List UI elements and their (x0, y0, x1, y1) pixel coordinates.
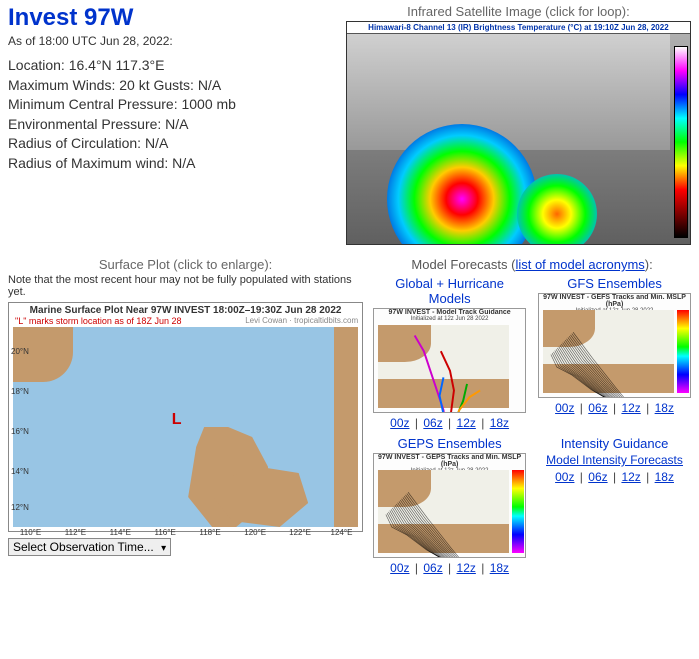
run-link-18z[interactable]: 18z (490, 561, 509, 575)
chevron-down-icon: ▾ (161, 543, 166, 554)
surface-plot-title: Marine Surface Plot Near 97W INVEST 18:0… (9, 303, 362, 316)
surface-label: Surface Plot (click to enlarge): (8, 257, 363, 272)
satellite-canvas (347, 34, 690, 244)
run-link-00z[interactable]: 00z (390, 561, 409, 575)
observation-time-select[interactable]: Select Observation Time... ▾ (8, 538, 171, 556)
thumb-colorbar (512, 470, 524, 553)
satellite-label: Infrared Satellite Image (click for loop… (346, 4, 691, 19)
info-env-pressure: Environmental Pressure: N/A (8, 115, 336, 135)
model-runs: 00z | 06z | 12z | 18z (538, 470, 691, 484)
run-link-06z[interactable]: 06z (423, 416, 442, 430)
model-runs: 00z | 06z | 12z | 18z (538, 401, 691, 415)
run-link-12z[interactable]: 12z (457, 561, 476, 575)
model-thumb[interactable]: 97W INVEST - GEFS Tracks and Min. MSLP (… (538, 293, 691, 398)
satellite-image[interactable]: Himawari-8 Channel 13 (IR) Brightness Te… (346, 21, 691, 245)
intensity-block: Intensity Guidance Model Intensity Foreca… (538, 436, 691, 575)
satellite-colorbar (674, 46, 688, 238)
run-link-12z[interactable]: 12z (457, 416, 476, 430)
model-title: Global + Hurricane Models (373, 276, 526, 306)
satellite-strip-title: Himawari-8 Channel 13 (IR) Brightness Te… (347, 22, 690, 34)
run-link-06z[interactable]: 06z (423, 561, 442, 575)
run-link-12z[interactable]: 12z (621, 401, 640, 415)
model-block-0: Global + Hurricane Models97W INVEST - Mo… (373, 276, 526, 430)
run-link-00z[interactable]: 00z (390, 416, 409, 430)
run-link-06z[interactable]: 06z (588, 470, 607, 484)
info-roc: Radius of Circulation: N/A (8, 134, 336, 154)
info-winds: Maximum Winds: 20 kt Gusts: N/A (8, 76, 336, 96)
model-thumb[interactable]: 97W INVEST - GEPS Tracks and Min. MSLP (… (373, 453, 526, 558)
model-thumb[interactable]: 97W INVEST - Model Track GuidanceInitial… (373, 308, 526, 413)
info-location: Location: 16.4°N 117.3°E (8, 56, 336, 76)
info-pressure: Minimum Central Pressure: 1000 mb (8, 95, 336, 115)
select-label: Select Observation Time... (13, 540, 154, 554)
run-link-00z[interactable]: 00z (555, 470, 574, 484)
models-header: Model Forecasts (list of model acronyms)… (373, 257, 691, 272)
asof-timestamp: As of 18:00 UTC Jun 28, 2022: (8, 34, 336, 48)
run-link-06z[interactable]: 06z (588, 401, 607, 415)
model-title: GEPS Ensembles (373, 436, 526, 451)
surface-plot[interactable]: Marine Surface Plot Near 97W INVEST 18:0… (8, 302, 363, 532)
intensity-link[interactable]: Model Intensity Forecasts (546, 453, 683, 467)
intensity-title: Intensity Guidance (538, 436, 691, 451)
run-link-18z[interactable]: 18z (655, 401, 674, 415)
run-link-00z[interactable]: 00z (555, 401, 574, 415)
run-link-18z[interactable]: 18z (655, 470, 674, 484)
acronyms-link[interactable]: list of model acronyms (515, 257, 644, 272)
model-title: GFS Ensembles (538, 276, 691, 291)
run-link-12z[interactable]: 12z (621, 470, 640, 484)
model-runs: 00z | 06z | 12z | 18z (373, 416, 526, 430)
storm-title: Invest 97W (8, 4, 336, 32)
surface-note: Note that the most recent hour may not b… (8, 274, 363, 298)
storm-L-marker: L (172, 411, 182, 429)
thumb-colorbar (677, 310, 689, 393)
surface-map-canvas: L 20°N 18°N 16°N 14°N 12°N 110°E 112°E 1… (13, 327, 358, 527)
model-block-2: GEPS Ensembles 97W INVEST - GEPS Tracks a… (373, 436, 526, 575)
model-block-1: GFS Ensembles 97W INVEST - GEFS Tracks an… (538, 276, 691, 430)
run-link-18z[interactable]: 18z (490, 416, 509, 430)
model-runs: 00z | 06z | 12z | 18z (373, 561, 526, 575)
info-rmw: Radius of Maximum wind: N/A (8, 154, 336, 174)
